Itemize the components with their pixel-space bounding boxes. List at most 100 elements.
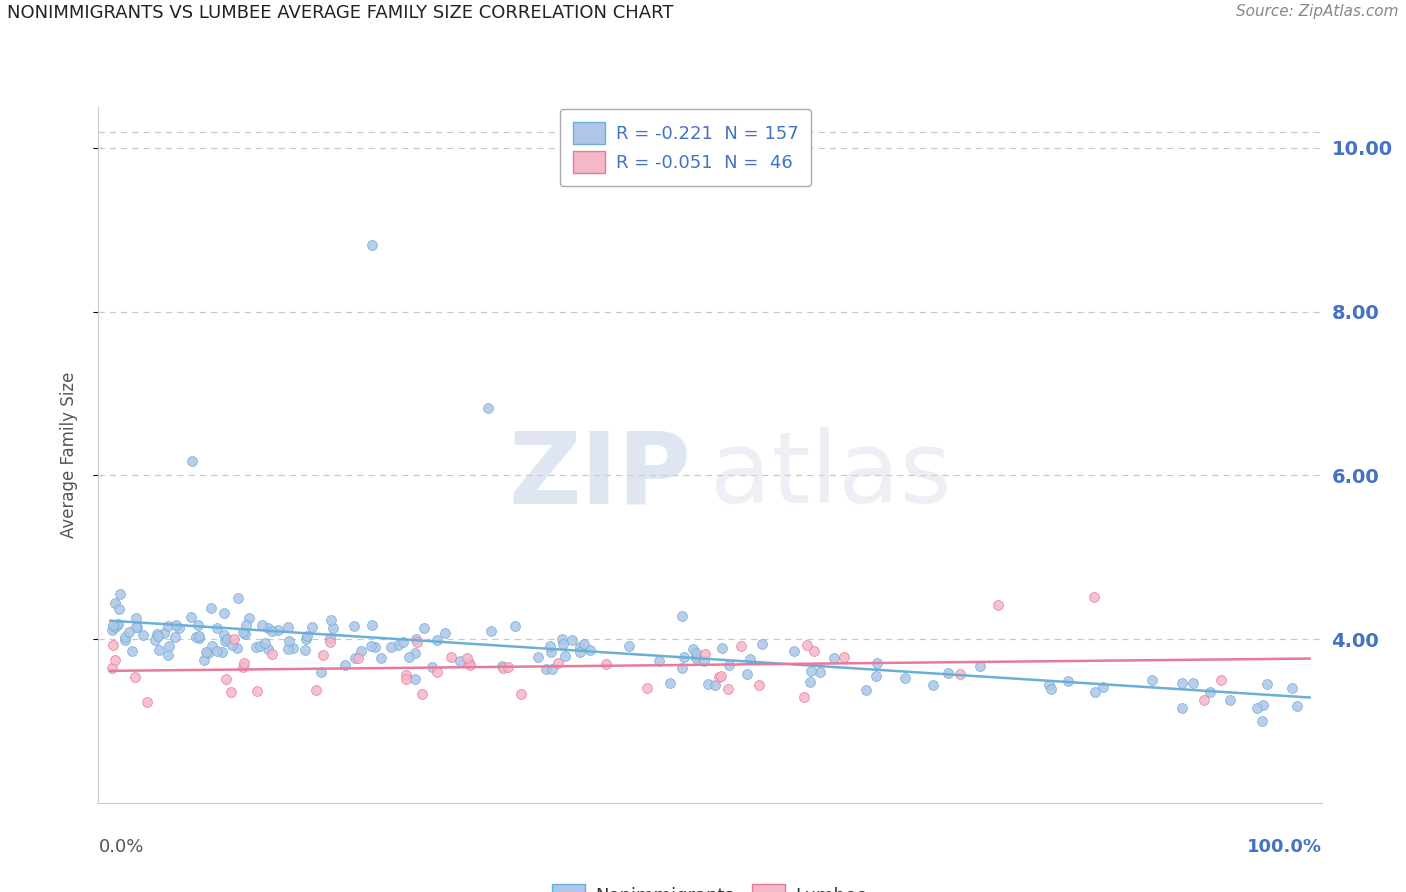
Y-axis label: Average Family Size: Average Family Size <box>59 372 77 538</box>
Point <box>226 640 249 655</box>
Point <box>510 687 533 701</box>
Point <box>180 609 202 624</box>
Point <box>1209 673 1232 688</box>
Point <box>420 660 443 674</box>
Point <box>685 651 707 665</box>
Point <box>479 624 502 639</box>
Point <box>922 677 945 691</box>
Point <box>458 657 481 671</box>
Point <box>405 632 427 646</box>
Point <box>803 644 825 658</box>
Point <box>527 649 550 664</box>
Point <box>561 633 583 648</box>
Point <box>217 632 239 646</box>
Point <box>194 645 217 659</box>
Point <box>148 643 170 657</box>
Point <box>969 659 991 673</box>
Point <box>156 619 179 633</box>
Point <box>104 620 127 634</box>
Point <box>538 639 561 653</box>
Point <box>412 621 434 635</box>
Point <box>1038 678 1060 692</box>
Point <box>153 625 176 640</box>
Point <box>894 671 917 685</box>
Text: 0.0%: 0.0% <box>98 838 143 856</box>
Point <box>343 618 366 632</box>
Point <box>200 601 222 615</box>
Point <box>235 618 257 632</box>
Point <box>233 627 256 641</box>
Point <box>783 644 806 658</box>
Point <box>796 638 818 652</box>
Point <box>107 616 129 631</box>
Point <box>648 654 671 668</box>
Point <box>256 621 278 635</box>
Text: 100.0%: 100.0% <box>1247 838 1322 856</box>
Point <box>226 591 249 606</box>
Point <box>211 645 233 659</box>
Point <box>1083 591 1105 605</box>
Point <box>735 666 758 681</box>
Point <box>717 681 740 696</box>
Point <box>1286 698 1309 713</box>
Point <box>1171 701 1194 715</box>
Point <box>118 624 141 639</box>
Point <box>554 648 576 663</box>
Point <box>426 633 449 648</box>
Point <box>433 626 456 640</box>
Point <box>456 650 478 665</box>
Point <box>458 657 481 672</box>
Point <box>1170 675 1192 690</box>
Point <box>108 587 131 601</box>
Point <box>579 643 602 657</box>
Point <box>267 624 290 638</box>
Point <box>949 667 972 681</box>
Point <box>143 633 166 648</box>
Point <box>1219 692 1241 706</box>
Point <box>547 657 569 671</box>
Point <box>855 683 877 698</box>
Point <box>197 646 219 660</box>
Point <box>808 665 831 679</box>
Point <box>987 598 1010 612</box>
Point <box>295 629 318 643</box>
Point <box>254 636 277 650</box>
Point <box>344 651 367 665</box>
Point <box>617 639 640 653</box>
Point <box>232 660 254 674</box>
Point <box>1040 682 1063 697</box>
Point <box>380 640 402 654</box>
Point <box>1256 676 1278 690</box>
Point <box>491 661 513 675</box>
Point <box>124 670 146 684</box>
Point <box>832 649 855 664</box>
Point <box>404 646 426 660</box>
Point <box>477 401 499 416</box>
Point <box>1084 685 1107 699</box>
Point <box>262 624 284 638</box>
Point <box>181 453 204 467</box>
Point <box>100 661 122 675</box>
Point <box>167 621 190 635</box>
Point <box>551 632 574 646</box>
Point <box>107 602 129 616</box>
Point <box>364 640 387 654</box>
Text: Source: ZipAtlas.com: Source: ZipAtlas.com <box>1236 4 1399 20</box>
Point <box>125 620 148 634</box>
Point <box>100 623 122 637</box>
Point <box>104 653 127 667</box>
Point <box>685 649 707 664</box>
Legend: Nonimmigrants, Lumbee: Nonimmigrants, Lumbee <box>543 875 877 892</box>
Point <box>193 653 215 667</box>
Point <box>319 613 342 627</box>
Point <box>360 237 382 252</box>
Point <box>114 630 136 644</box>
Point <box>187 632 209 646</box>
Point <box>491 658 513 673</box>
Point <box>658 676 681 690</box>
Point <box>125 619 148 633</box>
Point <box>406 635 429 649</box>
Point <box>238 611 260 625</box>
Point <box>1250 714 1272 728</box>
Point <box>318 632 340 646</box>
